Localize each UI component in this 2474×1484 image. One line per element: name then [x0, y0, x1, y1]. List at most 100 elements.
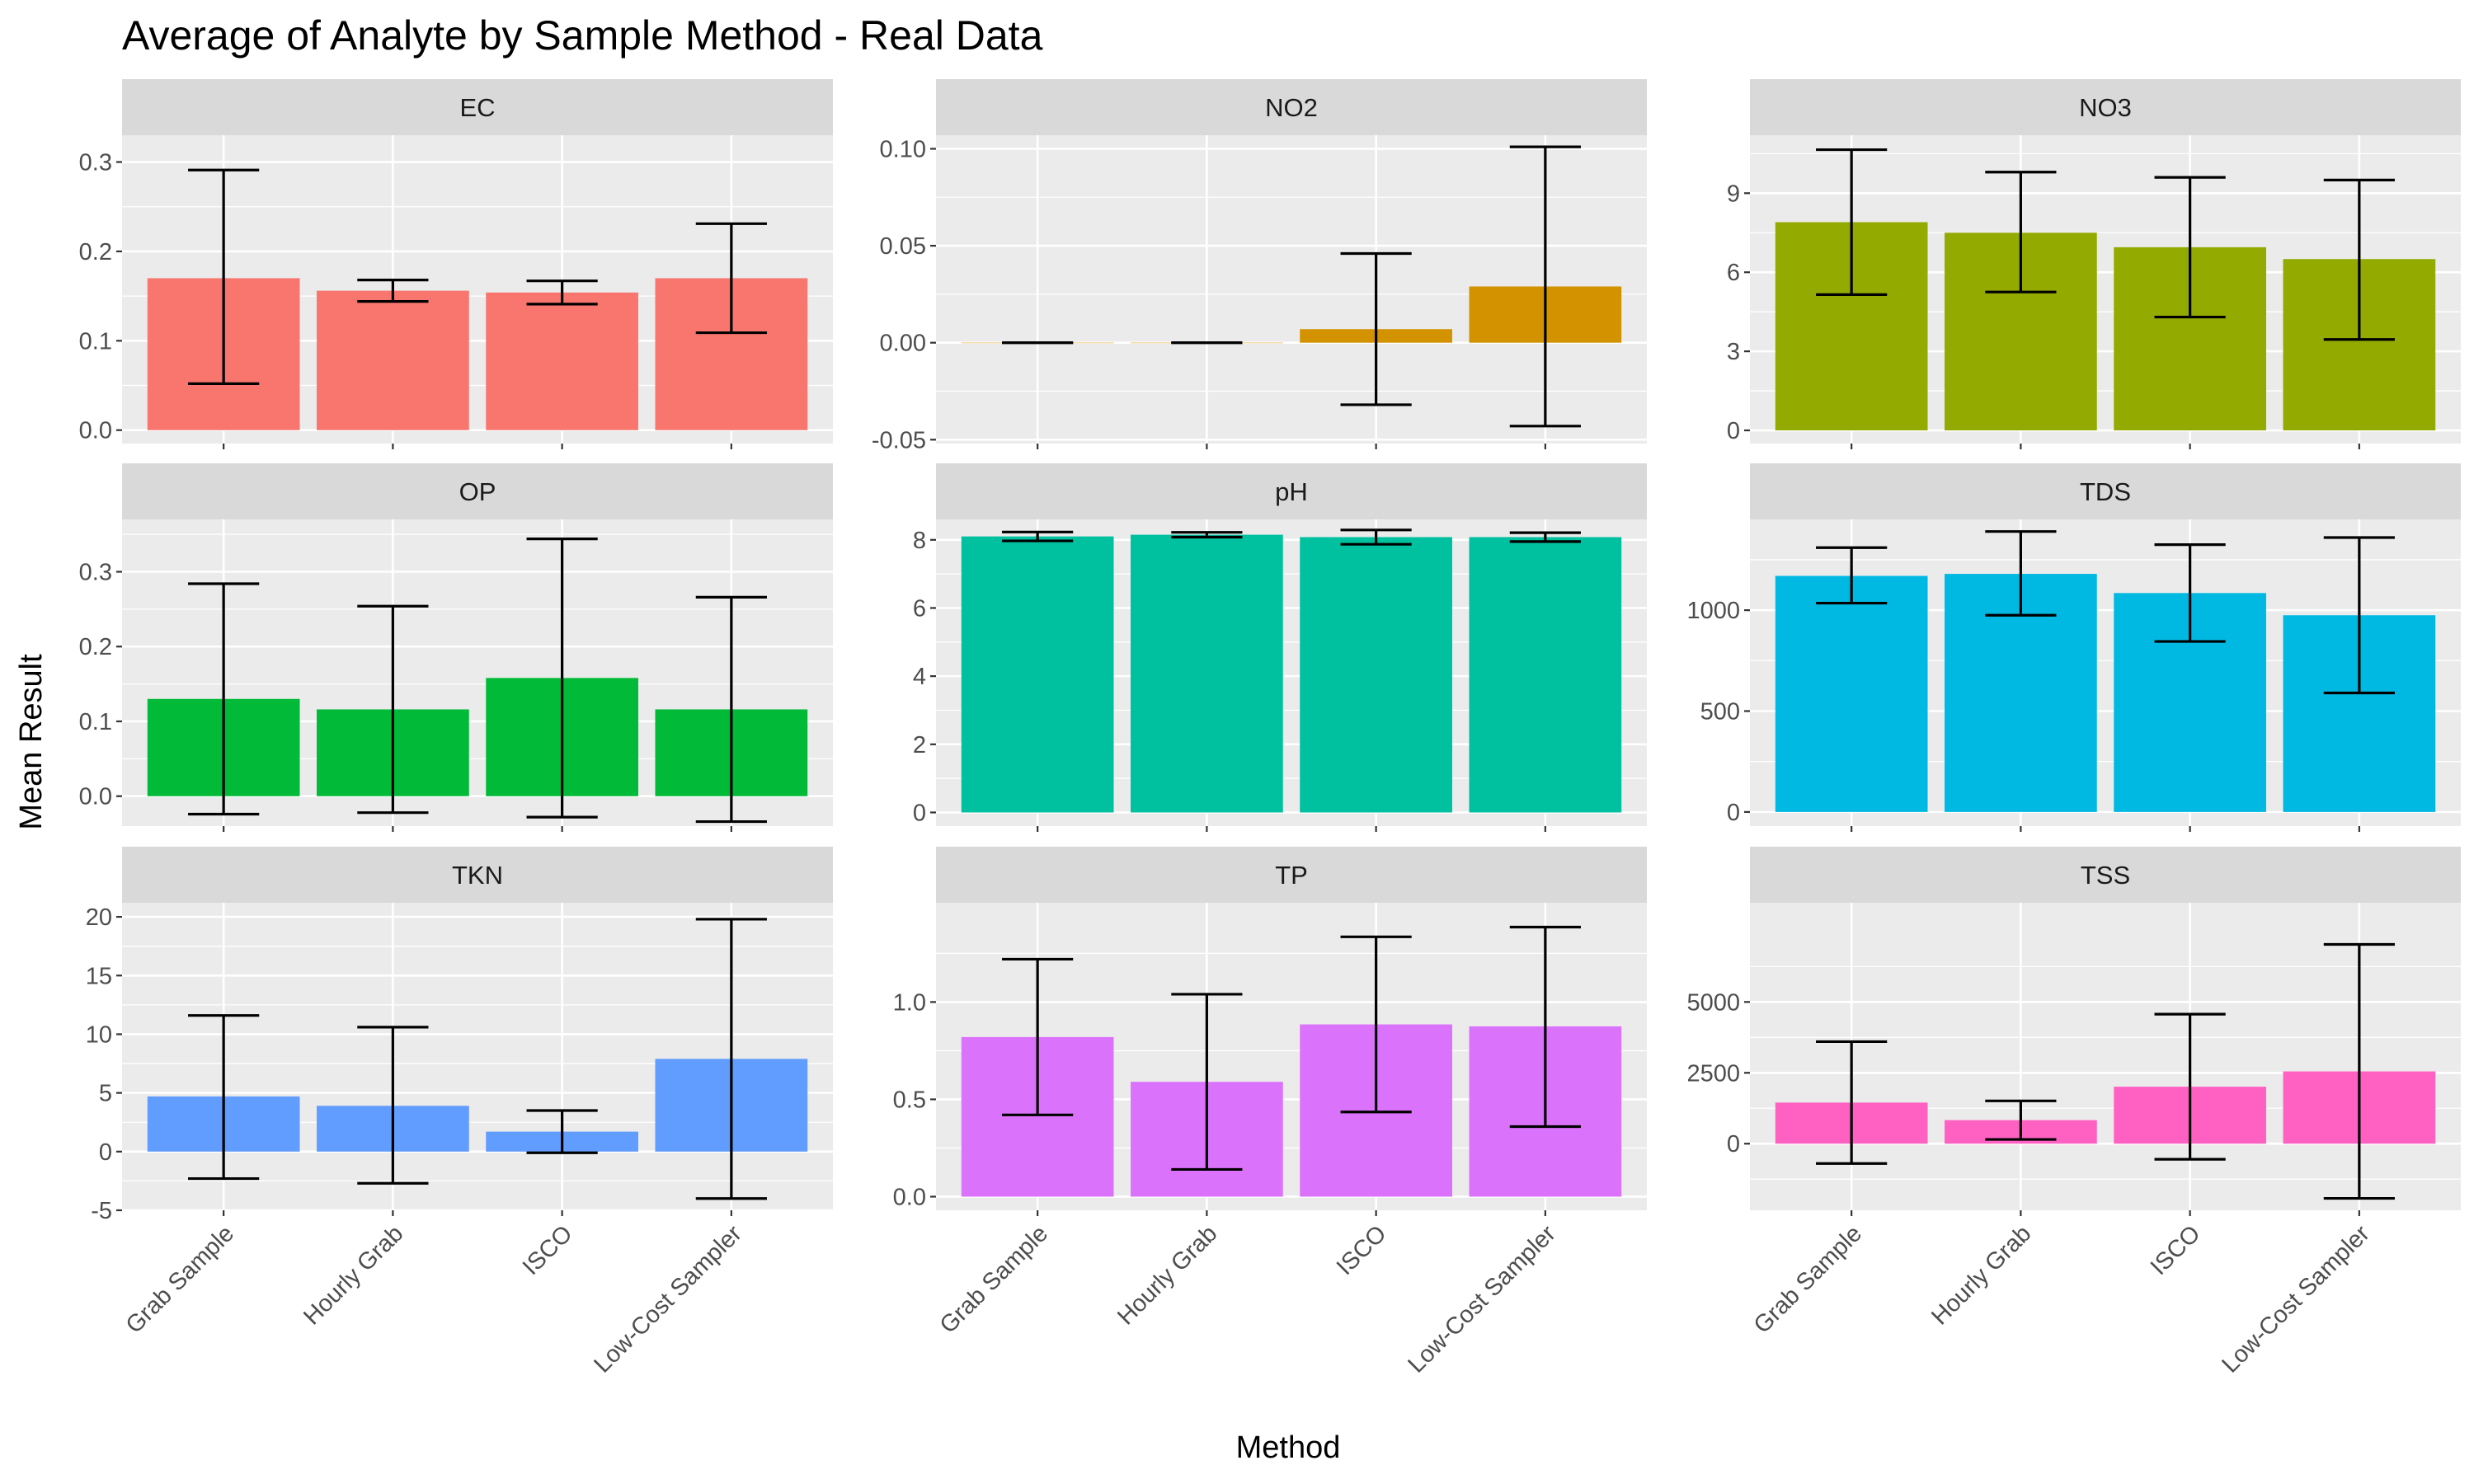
error-bar-tds-hourly-grab — [1985, 530, 2057, 617]
error-bar-ec-grab-sample — [188, 168, 260, 385]
bar-ph-low-cost-sampler — [1469, 537, 1622, 813]
panel-tds: TDS 0 500 1000 — [1686, 463, 2461, 832]
strip-no2 — [936, 79, 1647, 135]
error-bar-op-grab-sample — [188, 582, 260, 816]
chart-title: Average of Analyte by Sample Method - Re… — [122, 12, 1043, 59]
y-tick-label-no3: 9 — [1727, 181, 1740, 207]
y-tick-label-no2: 0.05 — [880, 233, 926, 260]
error-bar-tp-isco — [1340, 935, 1412, 1114]
bar-ph-isco — [1300, 537, 1452, 813]
bar-ec-isco — [486, 292, 638, 430]
x-tick-label-grab-sample: Grab Sample — [935, 1220, 1053, 1338]
panel-no2: NO2 -0.05 0.00 0.05 0.10 — [872, 79, 1647, 453]
bar-ph-grab-sample — [961, 536, 1114, 813]
y-tick-label-no3: 3 — [1727, 339, 1740, 365]
x-axis-title: Method — [1236, 1430, 1341, 1465]
x-tick-label-hourly-grab: Hourly Grab — [1926, 1220, 2036, 1330]
y-tick-label-ph: 4 — [913, 664, 926, 690]
error-bar-ph-low-cost-sampler — [1509, 531, 1581, 543]
y-tick-label-tkn: 10 — [86, 1021, 112, 1048]
error-bar-ec-hourly-grab — [357, 279, 429, 303]
x-tick-label-low-cost-sampler: Low-Cost Sampler — [590, 1220, 748, 1378]
bar-ph-hourly-grab — [1131, 534, 1283, 813]
x-tick-label-low-cost-sampler: Low-Cost Sampler — [2218, 1220, 2376, 1378]
strip-op — [122, 463, 833, 519]
y-tick-label-tss: 2500 — [1686, 1060, 1740, 1087]
error-bar-tds-isco — [2154, 542, 2226, 643]
error-bar-tds-low-cost-sampler — [2323, 536, 2395, 695]
error-bar-tss-grab-sample — [1816, 1040, 1888, 1165]
y-tick-label-no3: 6 — [1727, 260, 1740, 286]
panel-tss: TSS 0 2500 5000 Grab Sample Hourly Grab ISCO Lo… — [1686, 847, 2461, 1378]
x-tick-label-grab-sample: Grab Sample — [121, 1220, 239, 1338]
y-tick-label-tp: 0.0 — [893, 1184, 926, 1210]
y-tick-label-tkn: 20 — [86, 904, 112, 931]
error-bar-op-isco — [526, 537, 598, 819]
strip-label-tds: TDS — [2080, 477, 2131, 506]
strip-no3 — [1750, 79, 2461, 135]
panel-tkn: TKN -5 0 5 10 15 20 Grab Sample Hourly Grab ISCO L… — [86, 847, 833, 1378]
error-bar-ph-grab-sample — [1002, 530, 1074, 542]
panel-ec: EC 0.0 0.1 0.2 0.3 — [79, 79, 833, 449]
y-tick-label-no2: 0.00 — [880, 331, 926, 357]
panel-background-tkn — [122, 903, 833, 1210]
error-bar-tss-isco — [2154, 1012, 2226, 1161]
strip-ec — [122, 79, 833, 135]
error-bar-tds-grab-sample — [1816, 546, 1888, 605]
strip-tp — [936, 847, 1647, 903]
y-tick-label-ph: 6 — [913, 595, 926, 622]
y-tick-label-tp: 0.5 — [893, 1087, 926, 1113]
panel-no3: NO3 0 3 6 9 — [1727, 79, 2461, 449]
error-bar-tss-low-cost-sampler — [2323, 942, 2395, 1200]
strip-label-tss: TSS — [2081, 861, 2130, 890]
y-tick-label-op: 0.0 — [79, 784, 112, 810]
y-tick-label-no2: 0.10 — [880, 136, 926, 162]
error-bar-tp-grab-sample — [1002, 957, 1074, 1116]
y-tick-label-tkn: -5 — [91, 1198, 112, 1224]
y-tick-label-tss: 0 — [1727, 1131, 1740, 1158]
error-bar-no2-isco — [1340, 251, 1412, 406]
y-tick-label-tp: 1.0 — [893, 989, 926, 1016]
y-tick-label-op: 0.3 — [79, 560, 112, 586]
error-bar-no3-low-cost-sampler — [2323, 178, 2395, 341]
bar-ec-hourly-grab — [317, 290, 469, 430]
y-tick-label-op: 0.2 — [79, 634, 112, 660]
strip-label-no3: NO3 — [2079, 93, 2132, 122]
y-tick-label-op: 0.1 — [79, 709, 112, 735]
error-bar-tkn-low-cost-sampler — [695, 918, 767, 1200]
y-tick-label-tkn: 15 — [86, 963, 112, 989]
y-axis-title: Mean Result — [14, 654, 49, 830]
error-bar-tp-hourly-grab — [1171, 993, 1243, 1172]
error-bar-tp-low-cost-sampler — [1509, 925, 1581, 1129]
y-tick-label-tds: 500 — [1700, 699, 1740, 726]
panel-background-tss — [1750, 903, 2461, 1210]
error-bar-ec-low-cost-sampler — [695, 222, 767, 335]
error-bar-ph-isco — [1340, 528, 1412, 546]
strip-label-no2: NO2 — [1265, 93, 1318, 122]
error-bar-ph-hourly-grab — [1171, 531, 1243, 539]
strip-label-tp: TP — [1275, 861, 1308, 890]
facet-panels: EC0.00.10.20.3NO2-0.050.000.050.10NO3036… — [79, 79, 2461, 1378]
error-bar-op-hourly-grab — [357, 604, 429, 815]
error-bar-no3-hourly-grab — [1985, 171, 2057, 294]
strip-ph — [936, 463, 1647, 519]
error-bar-no3-isco — [2154, 176, 2226, 319]
y-tick-label-ec: 0.3 — [79, 150, 112, 176]
x-tick-label-hourly-grab: Hourly Grab — [1112, 1220, 1222, 1330]
y-tick-label-ph: 0 — [913, 800, 926, 826]
x-tick-label-grab-sample: Grab Sample — [1749, 1220, 1867, 1338]
error-bar-tkn-grab-sample — [188, 1014, 260, 1181]
error-bar-tkn-hourly-grab — [357, 1026, 429, 1185]
strip-label-op: OP — [459, 477, 496, 506]
x-tick-label-isco: ISCO — [2146, 1220, 2206, 1280]
y-tick-label-ph: 8 — [913, 528, 926, 554]
strip-tss — [1750, 847, 2461, 903]
bar-tds-grab-sample — [1775, 575, 1928, 812]
strip-label-ec: EC — [459, 93, 495, 122]
y-tick-label-ph: 2 — [913, 732, 926, 758]
error-bar-no3-grab-sample — [1816, 148, 1888, 296]
strip-label-ph: pH — [1275, 477, 1308, 506]
x-tick-label-isco: ISCO — [1332, 1220, 1392, 1280]
y-tick-label-ec: 0.2 — [79, 239, 112, 265]
strip-label-tkn: TKN — [452, 861, 503, 890]
